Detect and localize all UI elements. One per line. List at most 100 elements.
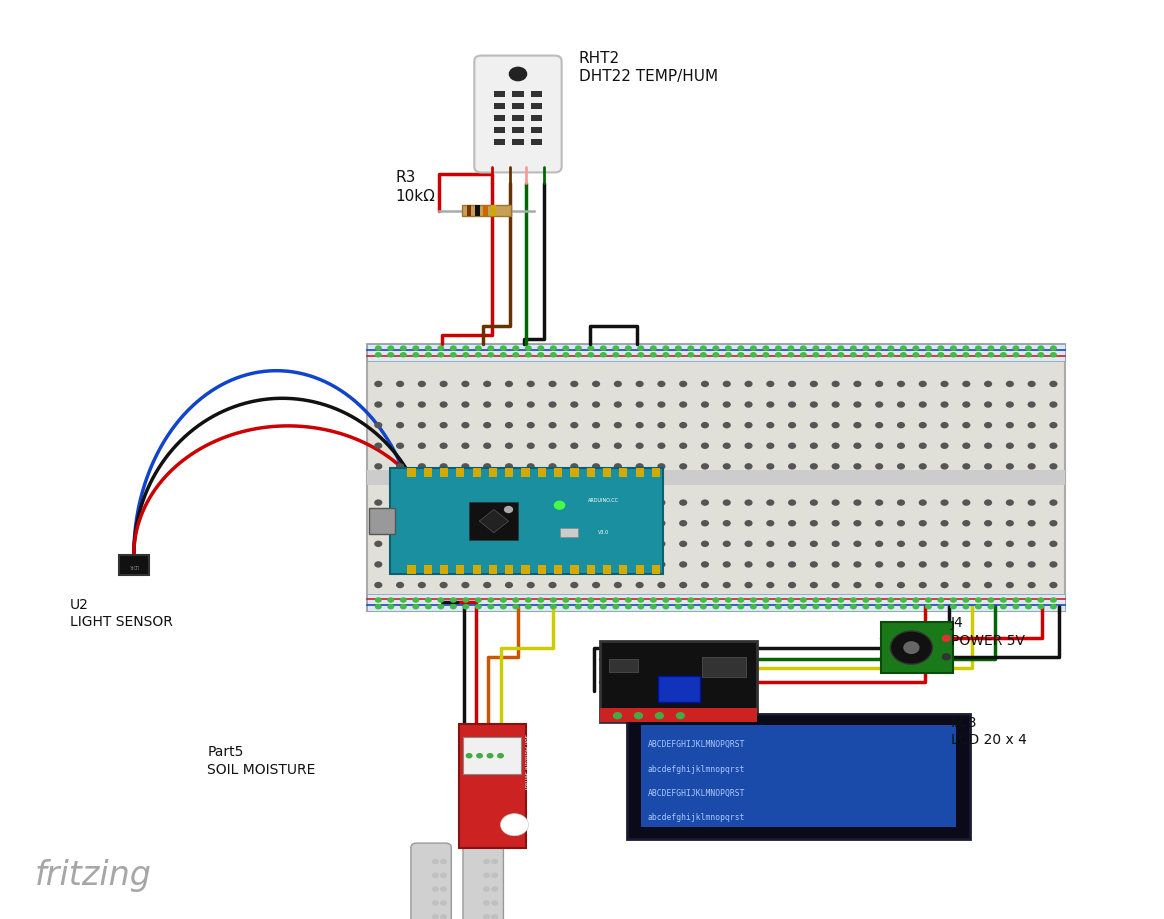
Circle shape xyxy=(963,500,971,506)
Circle shape xyxy=(963,562,971,568)
Circle shape xyxy=(1006,562,1014,568)
Circle shape xyxy=(375,597,382,603)
Circle shape xyxy=(762,597,769,603)
Circle shape xyxy=(491,886,498,891)
Circle shape xyxy=(887,597,894,603)
Circle shape xyxy=(1025,605,1032,610)
Bar xyxy=(702,657,746,677)
Circle shape xyxy=(488,605,495,610)
Circle shape xyxy=(984,463,992,471)
Circle shape xyxy=(984,402,992,408)
Circle shape xyxy=(1006,423,1014,429)
Bar xyxy=(554,469,562,478)
Circle shape xyxy=(750,353,757,358)
Bar xyxy=(424,565,432,574)
Circle shape xyxy=(875,605,882,610)
Circle shape xyxy=(975,353,982,358)
Circle shape xyxy=(638,597,645,603)
Bar xyxy=(459,724,526,847)
Bar xyxy=(658,676,700,702)
Circle shape xyxy=(613,443,622,449)
Circle shape xyxy=(913,605,920,610)
Circle shape xyxy=(418,381,426,388)
Text: R3
10kΩ: R3 10kΩ xyxy=(396,170,435,204)
Circle shape xyxy=(1006,520,1014,527)
Circle shape xyxy=(440,402,448,408)
Circle shape xyxy=(1049,500,1057,506)
Circle shape xyxy=(570,423,579,429)
Circle shape xyxy=(745,443,753,449)
Circle shape xyxy=(897,443,906,449)
Circle shape xyxy=(963,583,971,588)
Bar xyxy=(467,206,471,217)
Text: V3.0: V3.0 xyxy=(598,529,609,535)
Bar xyxy=(636,565,644,574)
Circle shape xyxy=(512,353,519,358)
Circle shape xyxy=(588,346,595,351)
Circle shape xyxy=(412,605,419,610)
Circle shape xyxy=(679,583,687,588)
Bar xyxy=(369,509,395,535)
Circle shape xyxy=(505,500,513,506)
Circle shape xyxy=(662,605,669,610)
Circle shape xyxy=(418,562,426,568)
Circle shape xyxy=(483,500,491,506)
Bar xyxy=(636,469,644,478)
Circle shape xyxy=(963,346,970,351)
Circle shape xyxy=(850,597,857,603)
Bar xyxy=(491,206,496,217)
Circle shape xyxy=(918,402,927,408)
Circle shape xyxy=(440,913,447,919)
Bar xyxy=(652,565,660,574)
Text: abcdefghijklmnopqrst: abcdefghijklmnopqrst xyxy=(647,764,745,773)
Circle shape xyxy=(505,541,513,548)
Bar xyxy=(570,469,579,478)
Circle shape xyxy=(941,562,949,568)
Circle shape xyxy=(440,463,448,471)
Circle shape xyxy=(440,520,448,527)
Circle shape xyxy=(1049,583,1057,588)
Circle shape xyxy=(613,520,622,527)
Circle shape xyxy=(462,353,469,358)
Circle shape xyxy=(483,381,491,388)
Circle shape xyxy=(548,381,556,388)
Circle shape xyxy=(788,541,796,548)
Circle shape xyxy=(750,346,757,351)
Text: Soil Moisture Sensor: Soil Moisture Sensor xyxy=(524,733,528,789)
Circle shape xyxy=(875,562,883,568)
Circle shape xyxy=(461,443,469,449)
Circle shape xyxy=(548,520,556,527)
Circle shape xyxy=(723,562,731,568)
Circle shape xyxy=(461,541,469,548)
Circle shape xyxy=(853,443,861,449)
Circle shape xyxy=(636,443,644,449)
Circle shape xyxy=(750,597,757,603)
Circle shape xyxy=(1037,353,1044,358)
Text: Part5
SOIL MOISTURE: Part5 SOIL MOISTURE xyxy=(207,744,315,776)
Circle shape xyxy=(487,754,494,759)
Circle shape xyxy=(1006,463,1014,471)
Bar xyxy=(483,206,488,217)
Circle shape xyxy=(925,597,932,603)
Circle shape xyxy=(636,381,644,388)
Bar xyxy=(475,206,480,217)
Circle shape xyxy=(570,381,579,388)
Circle shape xyxy=(766,423,774,429)
Circle shape xyxy=(766,402,774,408)
Circle shape xyxy=(1049,381,1057,388)
Circle shape xyxy=(375,346,382,351)
Circle shape xyxy=(1028,463,1036,471)
Circle shape xyxy=(396,423,404,429)
Bar xyxy=(505,469,513,478)
Circle shape xyxy=(374,500,382,506)
Circle shape xyxy=(918,562,927,568)
Circle shape xyxy=(499,605,506,610)
Bar xyxy=(619,469,627,478)
Bar xyxy=(390,469,663,574)
Circle shape xyxy=(1013,346,1020,351)
Circle shape xyxy=(788,500,796,506)
Circle shape xyxy=(548,423,556,429)
Circle shape xyxy=(396,583,404,588)
Bar xyxy=(531,128,542,134)
Text: J4
POWER 5V: J4 POWER 5V xyxy=(951,616,1025,647)
